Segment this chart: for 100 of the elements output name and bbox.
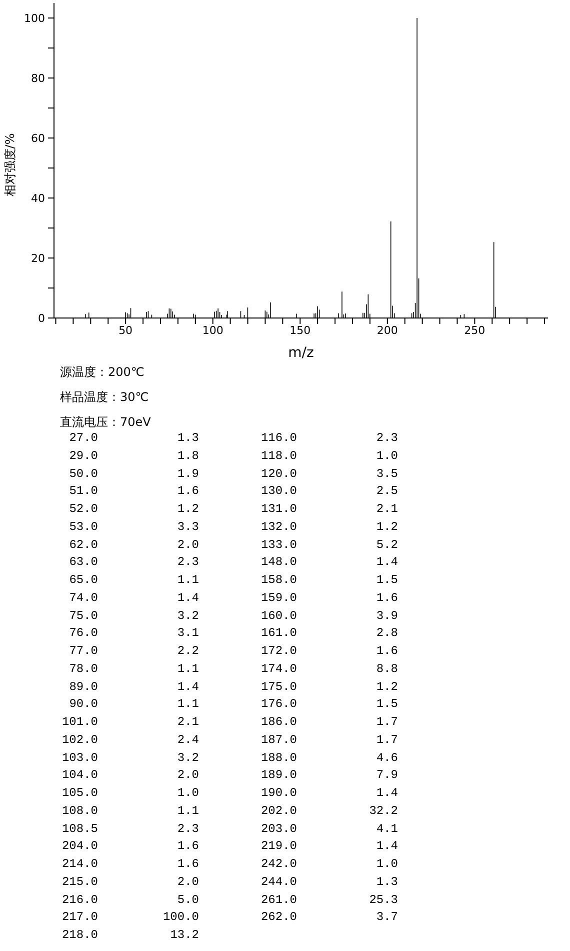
category-label: 51.0: [68, 483, 98, 500]
text: 1.7: [376, 715, 398, 729]
y-tick-label: 100: [24, 12, 45, 25]
text: 1.1: [177, 662, 199, 676]
category-label: 190.0: [260, 785, 297, 801]
category-label: 103.0: [60, 750, 98, 766]
text: 1.8: [177, 448, 199, 463]
text: 1.9: [177, 466, 199, 480]
text: 5.2: [376, 538, 398, 552]
category-label: 108.0: [60, 802, 98, 819]
text: 4.6: [376, 750, 398, 764]
x-tick-label: 150: [290, 324, 311, 337]
text: 1.2: [177, 502, 199, 516]
category-label: 148.0: [260, 554, 297, 570]
text: 1.6: [177, 839, 199, 854]
y-tick-label: 20: [31, 252, 45, 265]
text: 2.0: [177, 768, 199, 782]
category-label: 214.0: [60, 856, 98, 872]
x-tick-label: 50: [118, 324, 133, 337]
text: 1.7: [376, 732, 398, 747]
category-label: 62.0: [68, 536, 98, 552]
text: 样品温度：30℃: [60, 389, 150, 406]
category-label: 63.0: [68, 554, 98, 570]
text: 32.2: [369, 804, 398, 818]
text: 1.5: [376, 573, 398, 587]
category-label: 50.0: [68, 466, 98, 482]
text: 1.4: [376, 839, 398, 854]
text: 直流电压：70eV: [60, 415, 151, 429]
text: 1.0: [177, 786, 199, 800]
text: 2.0: [177, 538, 199, 552]
text: 1.2: [376, 680, 398, 694]
text: 源温度：200℃: [60, 364, 146, 381]
text: 1.3: [376, 874, 398, 889]
category-label: 132.0: [260, 518, 297, 535]
text: 2.0: [177, 874, 199, 889]
text: 1.4: [177, 590, 199, 605]
category-label: 116.0: [260, 430, 297, 446]
category-label: 89.0: [68, 678, 98, 694]
text: 1.0: [376, 448, 398, 463]
text: 3.7: [376, 910, 398, 924]
category-label: 186.0: [260, 714, 297, 730]
text: 25.3: [369, 892, 398, 906]
text: 13.2: [170, 928, 199, 942]
category-label: 204.0: [60, 838, 98, 854]
text: 1.5: [376, 697, 398, 712]
category-label: 108.5: [60, 820, 98, 836]
category-label: 262.0: [260, 909, 297, 926]
category-label: 187.0: [260, 732, 297, 748]
category-label: 175.0: [260, 678, 297, 694]
text: 2.5: [376, 484, 398, 498]
y-tick-label: 80: [31, 72, 45, 85]
category-label: 76.0: [68, 625, 98, 642]
text: 1.1: [177, 697, 199, 712]
text: 2.1: [177, 715, 199, 729]
category-label: 203.0: [260, 820, 297, 836]
text: 1.6: [376, 590, 398, 605]
text: 1.6: [177, 857, 199, 871]
text: 2.3: [177, 555, 199, 570]
text: 100.0: [162, 910, 199, 924]
category-label: 29.0: [68, 448, 98, 464]
category-label: 158.0: [260, 572, 297, 588]
text: 4.1: [376, 822, 398, 836]
text: 1.6: [376, 644, 398, 658]
y-tick-label: 40: [31, 192, 45, 205]
text: 1.6: [177, 484, 199, 498]
category-label: 101.0: [60, 714, 98, 730]
text: 1.4: [376, 555, 398, 570]
text: 3.3: [177, 520, 199, 534]
text: 1.4: [177, 680, 199, 694]
x-axis-title: m/z: [287, 344, 315, 362]
category-label: 189.0: [260, 767, 297, 784]
category-label: 202.0: [260, 802, 297, 819]
category-label: 244.0: [260, 874, 297, 890]
category-label: 216.0: [60, 892, 98, 908]
text: 7.9: [376, 768, 398, 782]
text: 3.5: [376, 466, 398, 480]
category-label: 242.0: [260, 856, 297, 872]
category-label: 130.0: [260, 483, 297, 500]
y-tick-label: 60: [31, 132, 45, 145]
text: 1.2: [376, 520, 398, 534]
text: 2.8: [376, 626, 398, 640]
category-label: 105.0: [60, 785, 98, 801]
category-label: 174.0: [260, 660, 297, 677]
text: 2.1: [376, 502, 398, 516]
y-tick-label: 0: [38, 312, 45, 325]
text: 2.3: [376, 431, 398, 445]
category-label: 74.0: [68, 590, 98, 606]
category-label: 120.0: [260, 466, 297, 482]
category-label: 90.0: [68, 696, 98, 712]
text: 1.4: [376, 786, 398, 800]
text: 3.9: [376, 608, 398, 622]
category-label: 215.0: [60, 874, 98, 890]
category-label: 261.0: [260, 892, 297, 908]
y-axis-title: 相对强度/%: [3, 133, 17, 197]
category-label: 53.0: [68, 518, 98, 535]
category-label: 176.0: [260, 696, 297, 712]
text: 1.1: [177, 573, 199, 587]
category-label: 219.0: [260, 838, 297, 854]
x-tick-label: 100: [202, 324, 224, 337]
category-label: 159.0: [260, 590, 297, 606]
